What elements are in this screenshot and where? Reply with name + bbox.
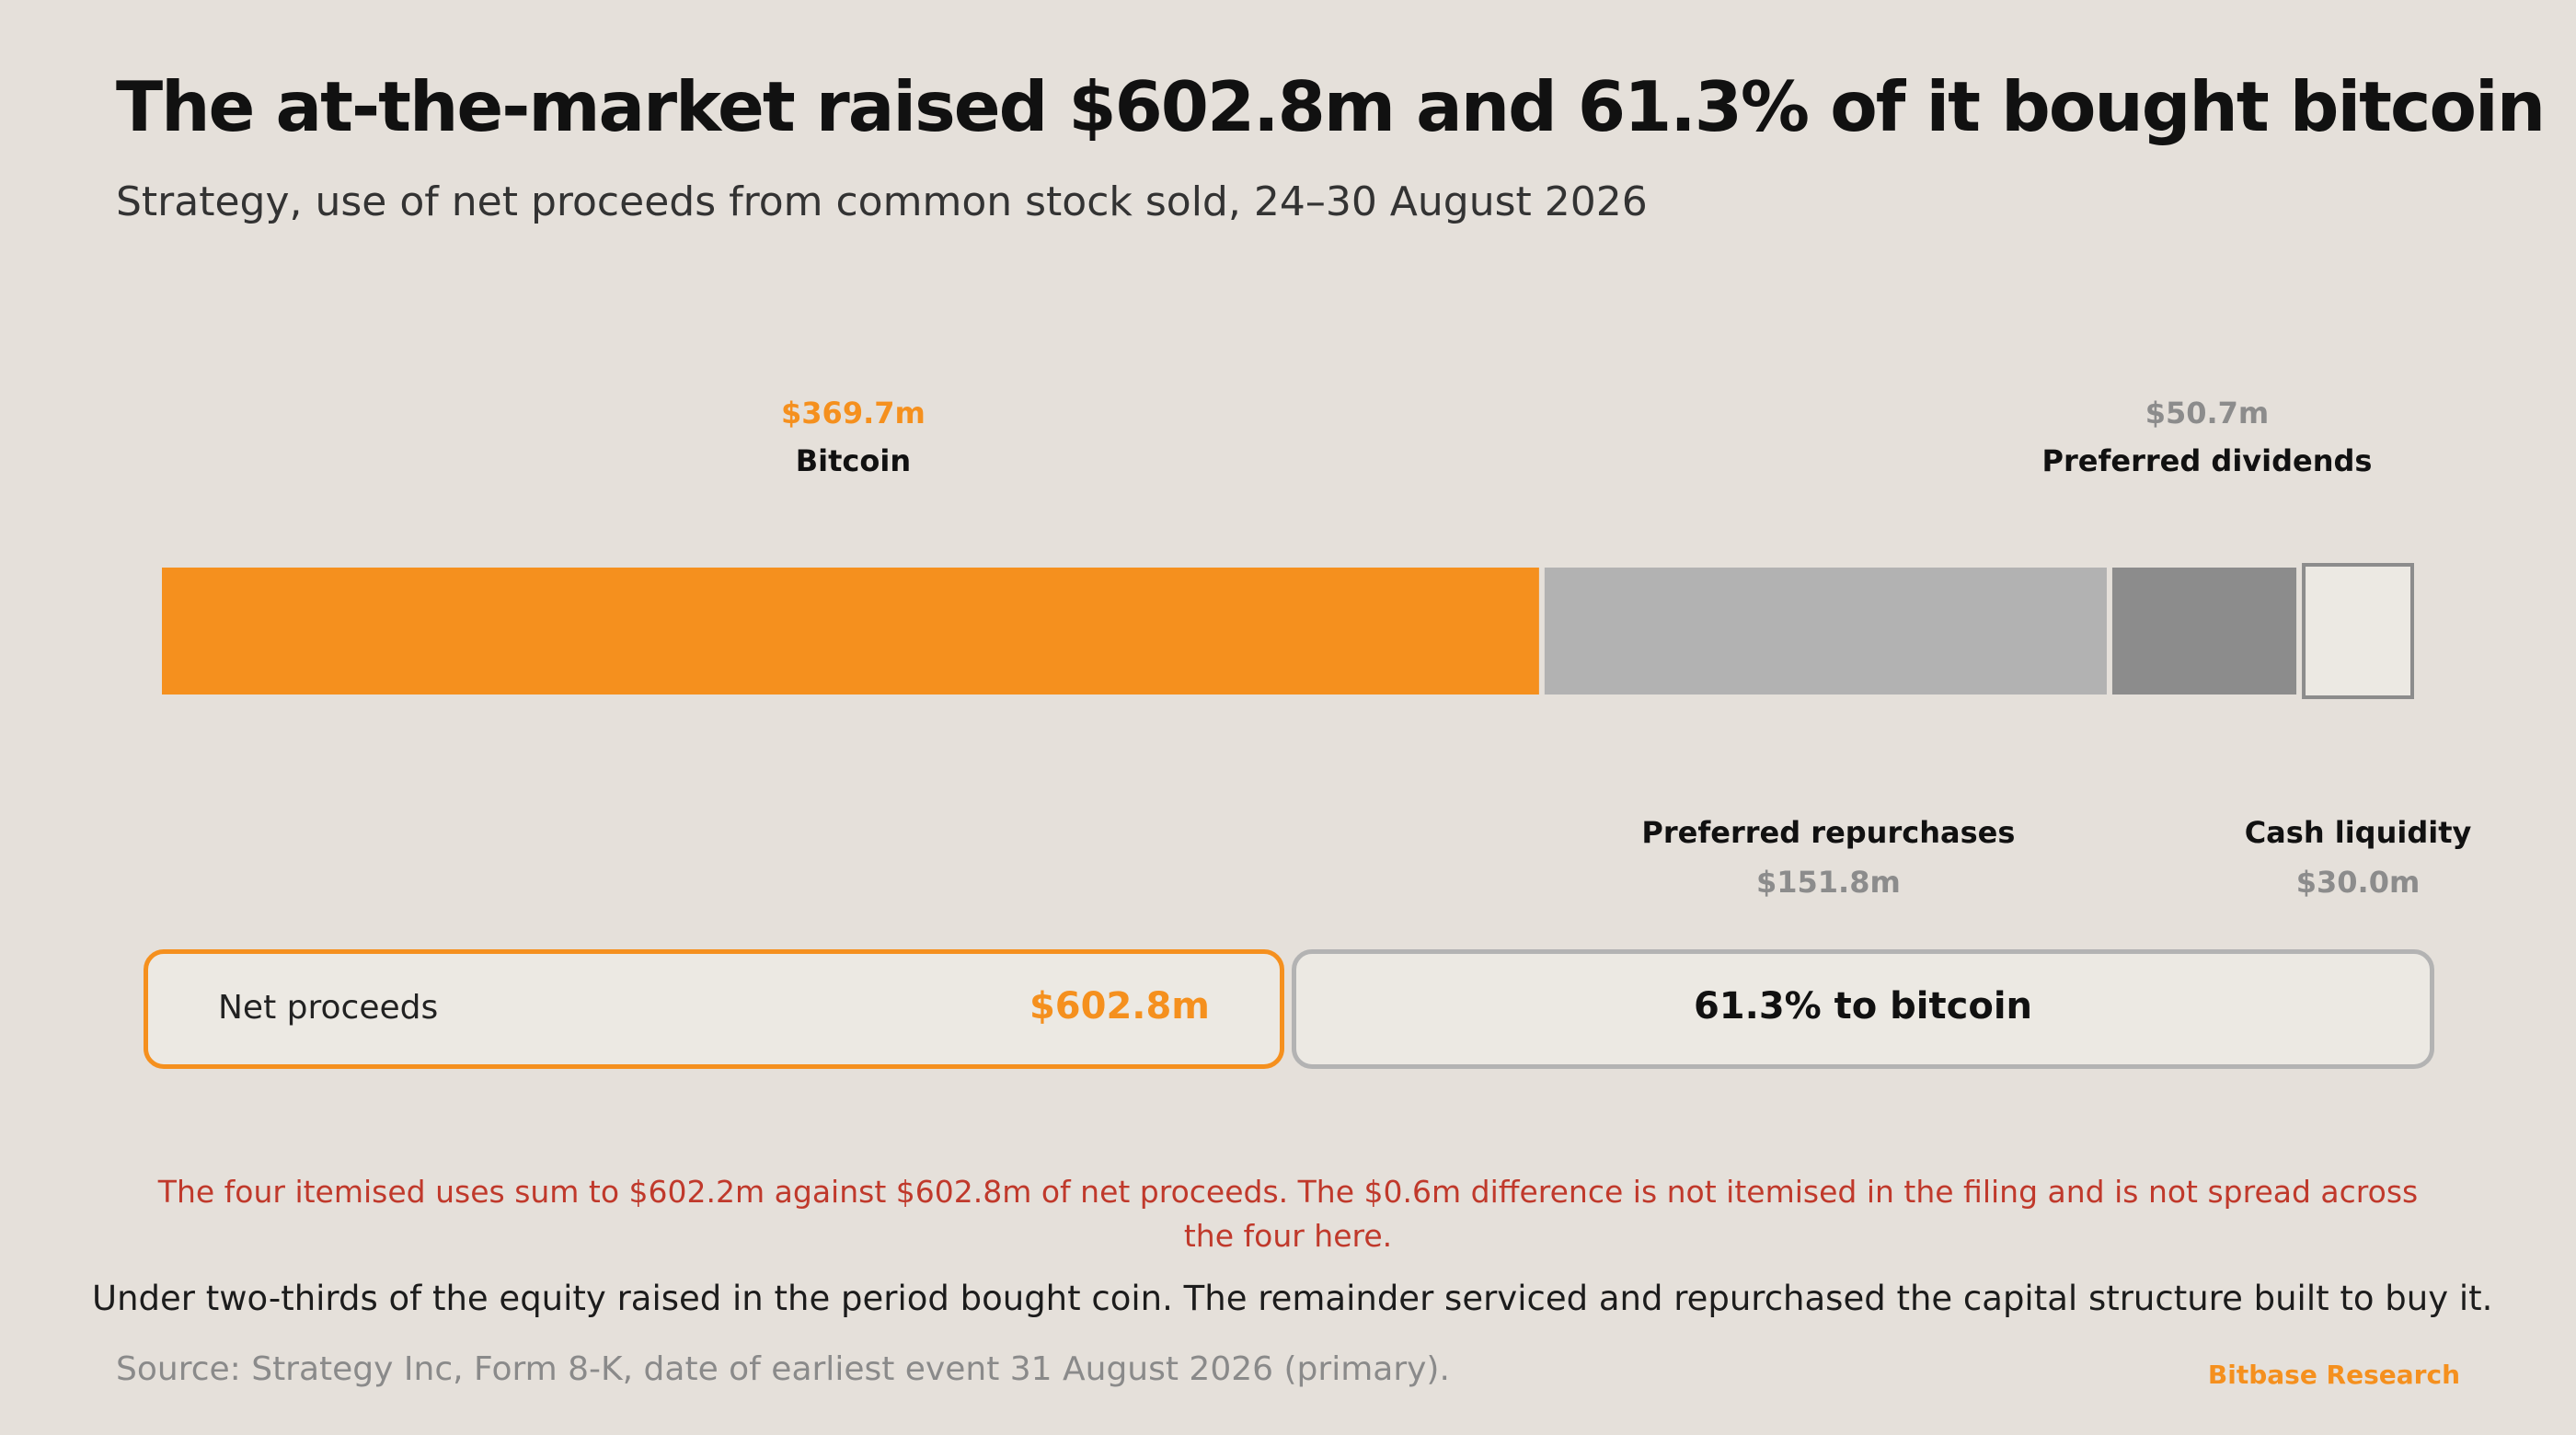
reconciliation-note: The four itemised uses sum to $602.2m ag…	[157, 1174, 2419, 1254]
data-label-value-bitcoin: $369.7m	[781, 396, 926, 430]
data-label-name-preferred-repurchases: Preferred repurchases	[1641, 815, 2015, 850]
net-proceeds-box: Net proceeds $602.8m	[144, 949, 1284, 1069]
stacked-bar-chart: $369.7m Bitcoin $151.8m Preferred repurchas…	[162, 396, 2472, 900]
source-note: Source: Strategy Inc, Form 8-K, date of …	[116, 1350, 1450, 1388]
net-proceeds-value: $602.8m	[1029, 985, 1210, 1027]
bitcoin-share-box: 61.3% to bitcoin	[1292, 949, 2434, 1069]
bar-segment-cash-liquidity	[2302, 563, 2414, 699]
bar-segment-preferred-dividends	[2111, 568, 2297, 695]
net-proceeds-label: Net proceeds	[218, 989, 439, 1027]
bar-segment-preferred-repurchases	[1544, 568, 2107, 695]
data-label-value-preferred-dividends: $50.7m	[2145, 396, 2270, 430]
data-label-name-preferred-dividends: Preferred dividends	[2042, 443, 2373, 478]
data-label-value-preferred-repurchases: $151.8m	[1756, 865, 1901, 900]
chart-subtitle: Strategy, use of net proceeds from commo…	[116, 178, 1648, 225]
brand-logo-text: Bitbase Research	[2207, 1360, 2460, 1390]
takeaway-text: Under two-thirds of the equity raised in…	[92, 1279, 2493, 1318]
data-label-value-cash-liquidity: $30.0m	[2296, 865, 2421, 900]
bitcoin-share-text: 61.3% to bitcoin	[1693, 985, 2033, 1027]
bar-segment-bitcoin	[162, 568, 1539, 695]
data-label-name-bitcoin: Bitcoin	[796, 443, 911, 478]
data-label-name-cash-liquidity: Cash liquidity	[2245, 815, 2472, 850]
chart-title: The at-the-market raised $602.8m and 61.…	[116, 66, 2546, 147]
